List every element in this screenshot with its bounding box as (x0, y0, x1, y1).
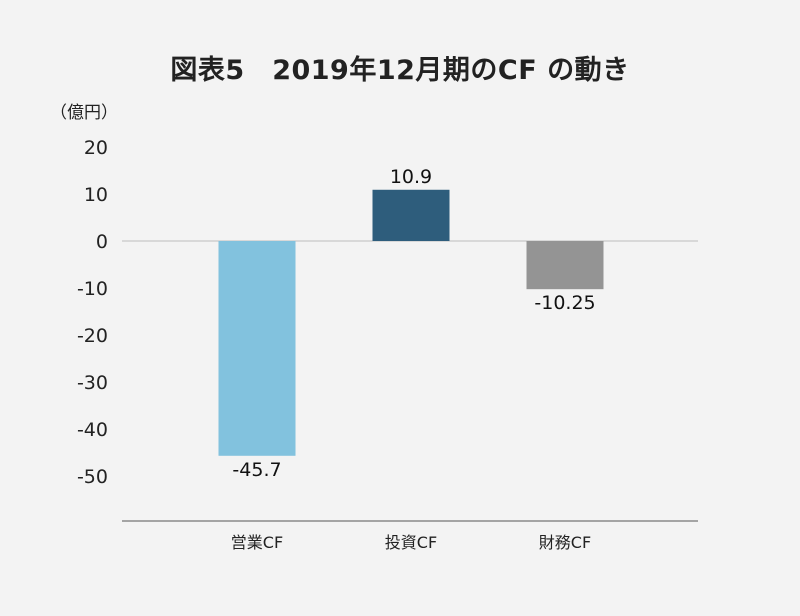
y-tick-label: 0 (96, 231, 108, 253)
data-label: 10.9 (390, 166, 432, 188)
y-axis-unit-label: （億円） (50, 103, 118, 123)
y-tick-label: 10 (84, 184, 108, 206)
bar-2 (372, 189, 450, 241)
y-tick-label: -20 (77, 325, 108, 347)
y-tick-label: -10 (77, 278, 108, 300)
chart-title: 図表5 2019年12月期のCF の動き (170, 55, 630, 86)
data-label: -10.25 (534, 292, 595, 314)
y-tick-label: -50 (77, 466, 108, 488)
y-tick-label: -40 (77, 419, 108, 441)
bar-3 (526, 241, 604, 290)
x-category-label: 営業CF (231, 533, 283, 552)
y-tick-label: 20 (84, 137, 108, 159)
bar-1 (218, 241, 296, 456)
y-tick-label: -30 (77, 372, 108, 394)
x-category-label: 投資CF (385, 533, 437, 552)
x-category-label: 財務CF (539, 533, 591, 552)
data-label: -45.7 (232, 459, 281, 481)
